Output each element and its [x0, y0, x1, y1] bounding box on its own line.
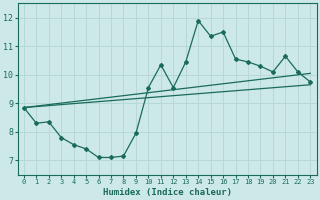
- X-axis label: Humidex (Indice chaleur): Humidex (Indice chaleur): [103, 188, 232, 197]
